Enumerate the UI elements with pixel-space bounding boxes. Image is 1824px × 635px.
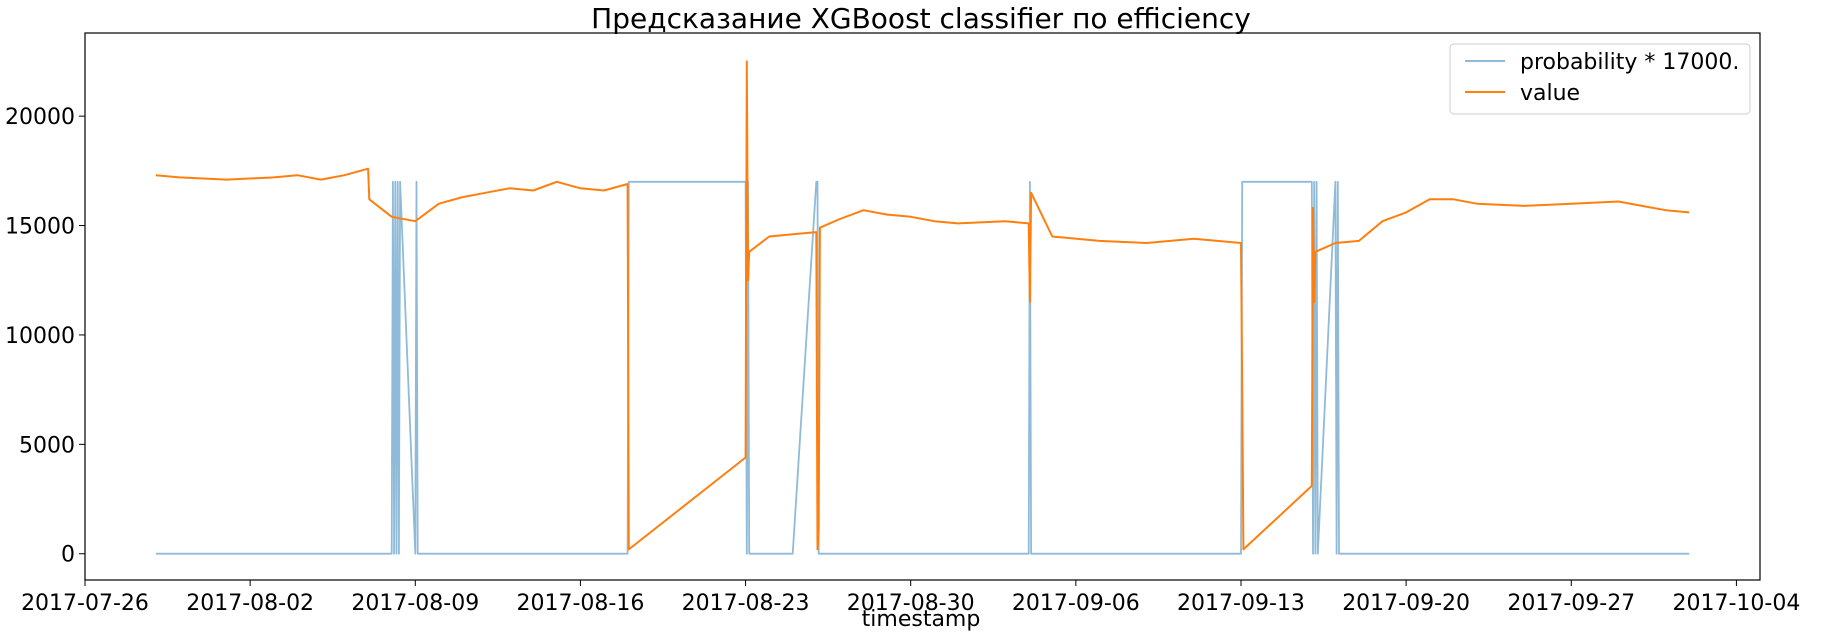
x-tick-label: 2017-08-30	[847, 591, 975, 616]
chart-title: Предсказание XGBoost classifier по effic…	[591, 2, 1251, 35]
legend-label-value: value	[1520, 81, 1580, 106]
y-axis: 0 5000 10000 15000 20000	[5, 105, 85, 568]
y-tick-label: 0	[61, 543, 75, 568]
x-tick-label: 2017-09-20	[1342, 591, 1470, 616]
x-tick-label: 2017-08-09	[351, 591, 479, 616]
series-line-value	[155, 60, 1690, 551]
y-tick-label: 20000	[5, 105, 75, 130]
legend-box	[1449, 43, 1751, 115]
x-axis: 2017-07-26 2017-08-02 2017-08-09 2017-08-16…	[21, 580, 1800, 616]
x-tick-label: 2017-09-13	[1177, 591, 1305, 616]
x-tick-label: 2017-09-27	[1507, 591, 1635, 616]
series-line-probability	[155, 180, 1690, 555]
y-tick-label: 10000	[5, 324, 75, 349]
y-tick-label: 15000	[5, 215, 75, 240]
y-tick-label: 5000	[19, 433, 75, 458]
x-axis-label: timestamp	[862, 607, 981, 632]
x-tick-label: 2017-08-16	[516, 591, 644, 616]
legend-label-probability: probability * 17000.	[1520, 50, 1739, 75]
plot-frame	[84, 32, 1761, 581]
x-tick-label: 2017-09-06	[1012, 591, 1140, 616]
legend: probability * 17000. value	[1449, 43, 1751, 115]
plot-area	[155, 60, 1690, 555]
x-tick-label: 2017-07-26	[21, 591, 149, 616]
x-tick-label: 2017-08-23	[682, 591, 810, 616]
x-tick-label: 2017-08-02	[186, 591, 314, 616]
x-tick-label: 2017-10-04	[1672, 591, 1800, 616]
